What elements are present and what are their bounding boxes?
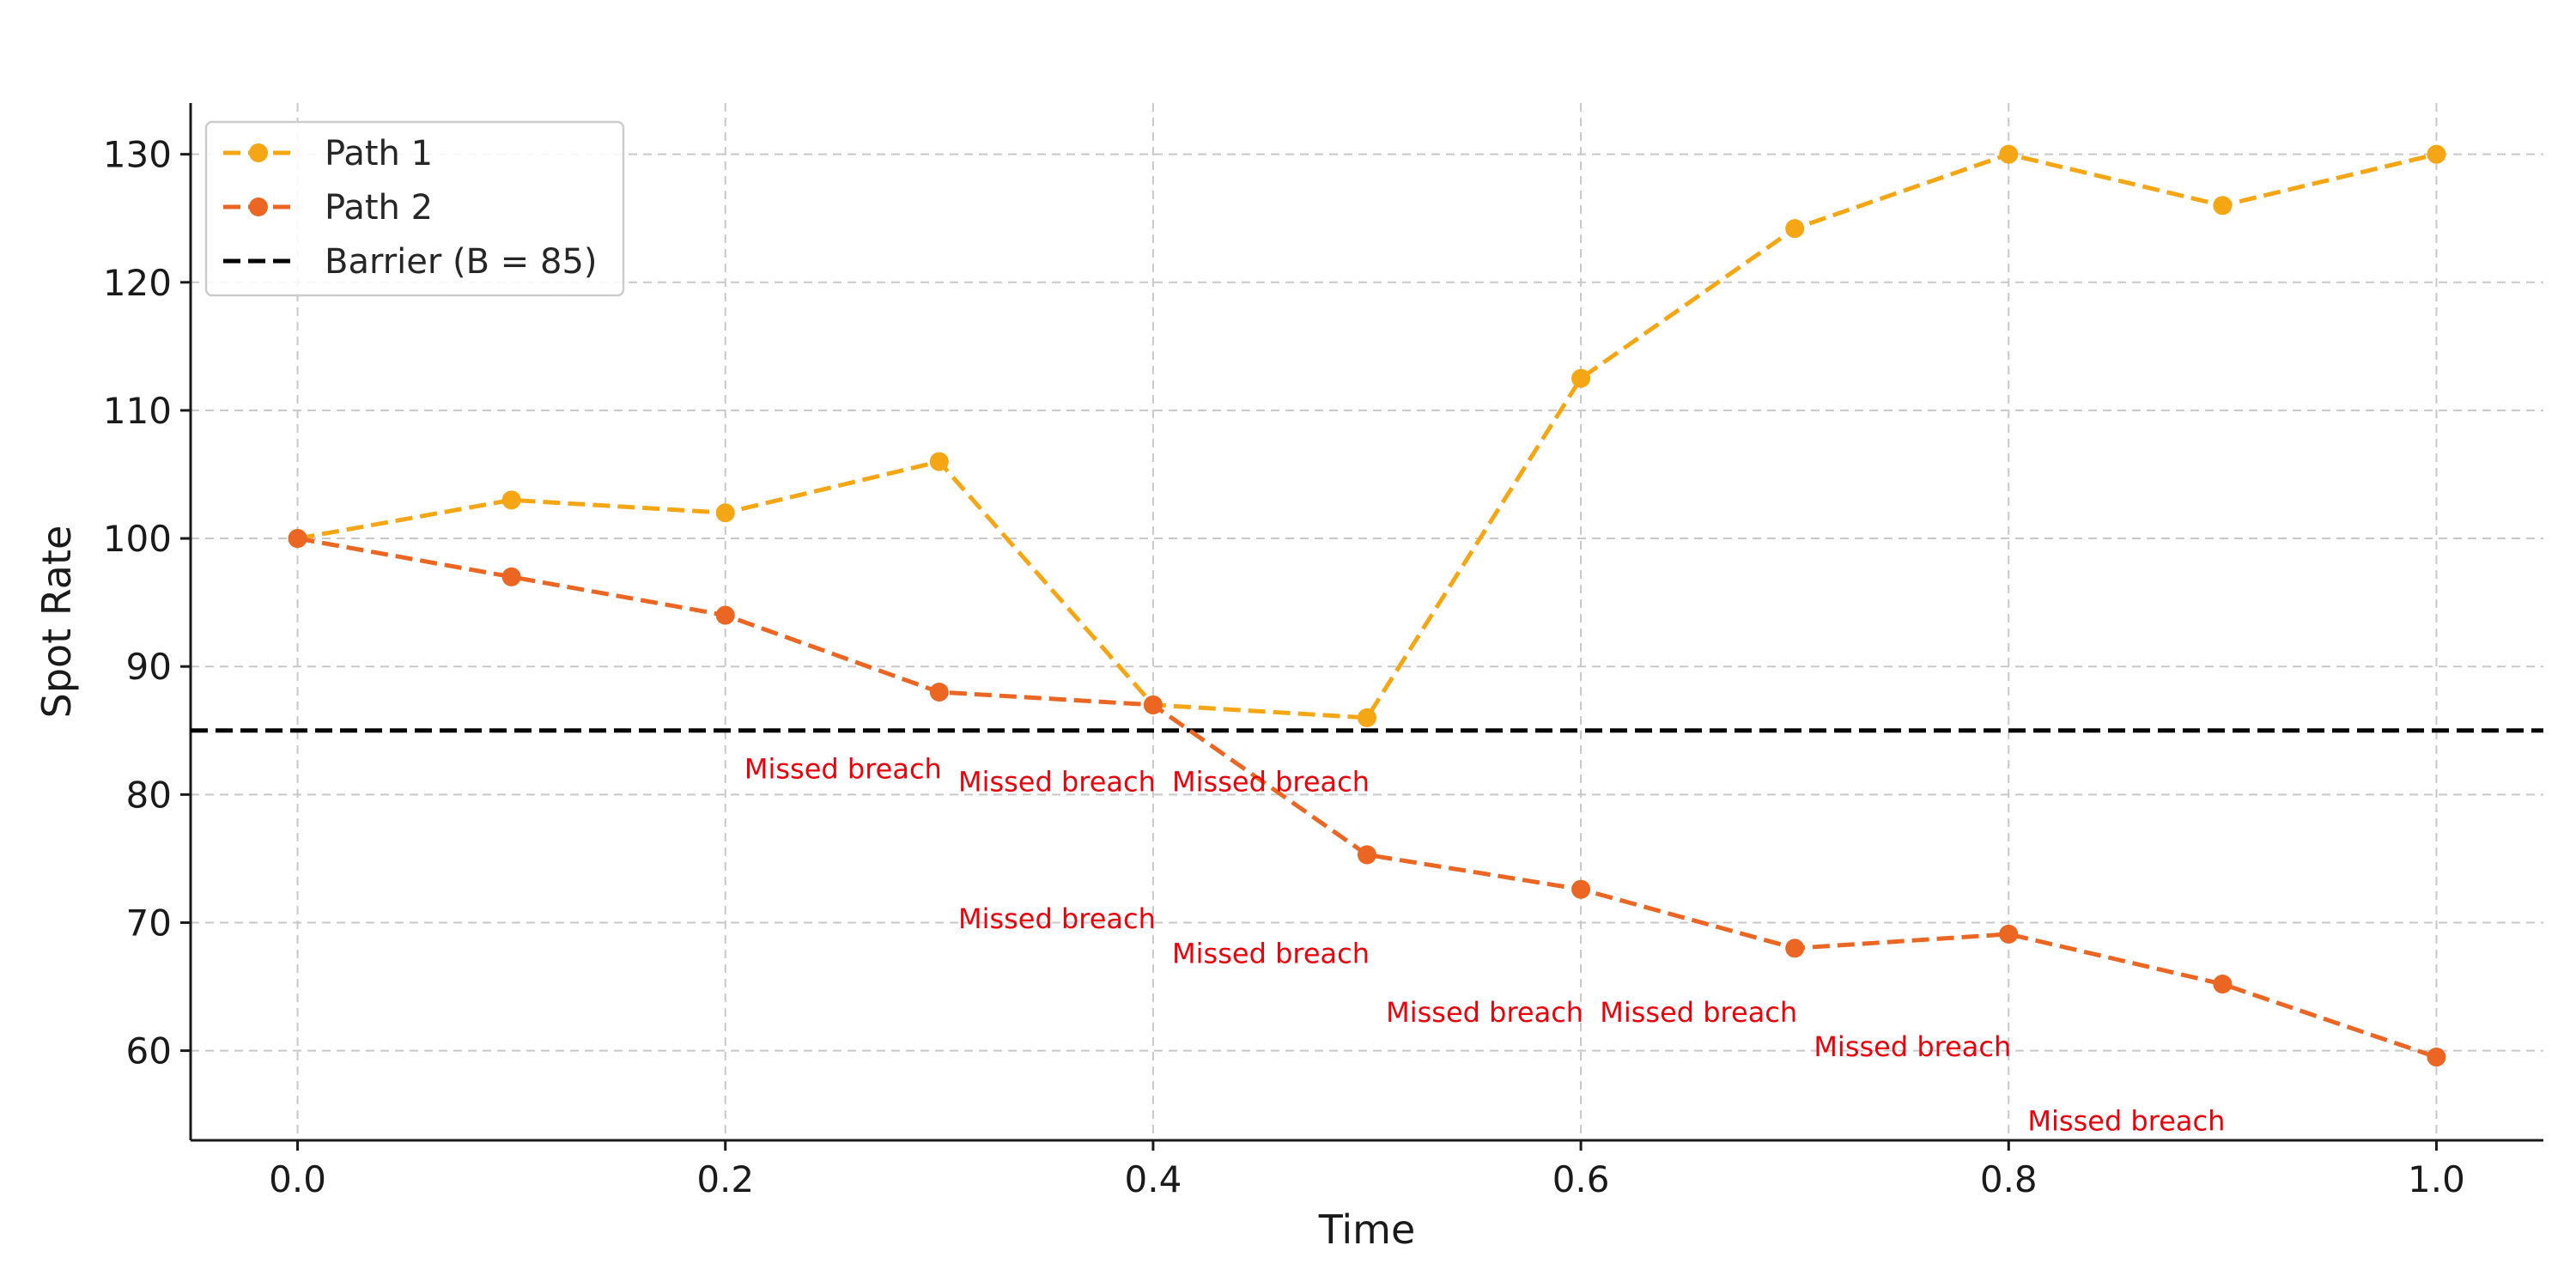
series-1-point	[715, 503, 735, 523]
legend-series-2-label: Path 2	[325, 188, 433, 228]
missed-breach-annotation: Missed breach	[1172, 937, 1370, 969]
series-1-point	[1571, 368, 1591, 388]
x-axis-title: Time	[1318, 1206, 1416, 1253]
series-2-point	[288, 529, 307, 549]
series-2-point	[1785, 939, 1805, 958]
grid	[191, 103, 2543, 1140]
missed-breach-annotation: Missed breach	[958, 902, 1156, 935]
y-tick-label: 100	[103, 518, 172, 560]
series-2-point	[929, 683, 949, 702]
series-1-point	[1785, 219, 1805, 239]
legend-series-1-marker	[249, 143, 268, 162]
x-tick-label: 0.4	[1125, 1158, 1182, 1200]
y-tick-label: 130	[103, 134, 172, 176]
series-2-point	[1999, 924, 2019, 944]
series-2-point	[715, 605, 735, 625]
y-tick-label: 110	[103, 390, 172, 432]
legend-box	[204, 120, 625, 297]
series-2-point	[2427, 1048, 2446, 1067]
missed-breach-annotation: Missed breach	[744, 753, 942, 786]
annotations: Missed breach Missed breach Missed breach M…	[744, 753, 2225, 1138]
series-2-point	[1571, 879, 1591, 899]
y-axis-title: Spot Rate	[33, 526, 80, 719]
x-tick-label: 0.0	[269, 1158, 326, 1200]
series-1-point	[1358, 708, 1376, 727]
series-group	[288, 144, 2446, 1067]
y-tick-label: 80	[126, 774, 172, 816]
missed-breach-annotation: Missed breach	[1600, 996, 1797, 1029]
missed-breach-annotation: Missed breach	[1386, 996, 1583, 1029]
x-tick-label: 0.2	[696, 1158, 754, 1200]
y-tick-label: 90	[126, 646, 172, 688]
x-tick-label: 0.6	[1552, 1158, 1610, 1200]
series-1-point	[501, 490, 521, 510]
y-tick-label: 60	[126, 1030, 172, 1072]
y-tick-label: 120	[103, 262, 172, 304]
series-2-point	[2213, 975, 2233, 994]
series-1-line	[297, 152, 2438, 720]
missed-breach-annotation: Missed breach	[958, 765, 1156, 798]
series-1-point	[929, 452, 949, 471]
missed-breach-annotation: Missed breach	[1814, 1030, 2011, 1063]
tick-labels: 0.0 0.2 0.4 0.6 0.8 1.0 60 70 80 90 100 110 120 130	[103, 134, 2465, 1200]
x-tick-label: 0.8	[1980, 1158, 2038, 1200]
series-1-point	[2427, 144, 2446, 164]
legend-series-2-marker	[249, 197, 268, 216]
series-2-point	[501, 567, 521, 586]
missed-breach-annotation: Missed breach	[1172, 765, 1370, 798]
legend-barrier-label: Barrier (B = 85)	[325, 242, 598, 282]
series-2-point	[1358, 845, 1376, 865]
axes	[180, 103, 2543, 1151]
legend-series-1-label: Path 1	[325, 134, 433, 173]
series-2-point	[1143, 695, 1163, 714]
x-tick-label: 1.0	[2408, 1158, 2465, 1200]
series-1-point	[1999, 144, 2019, 164]
series-1-point	[2213, 196, 2233, 216]
legend: Path 1 Path 2 Barrier (B = 85)	[204, 120, 625, 297]
missed-breach-annotation: Missed breach	[2027, 1105, 2225, 1138]
y-tick-label: 70	[126, 902, 172, 944]
